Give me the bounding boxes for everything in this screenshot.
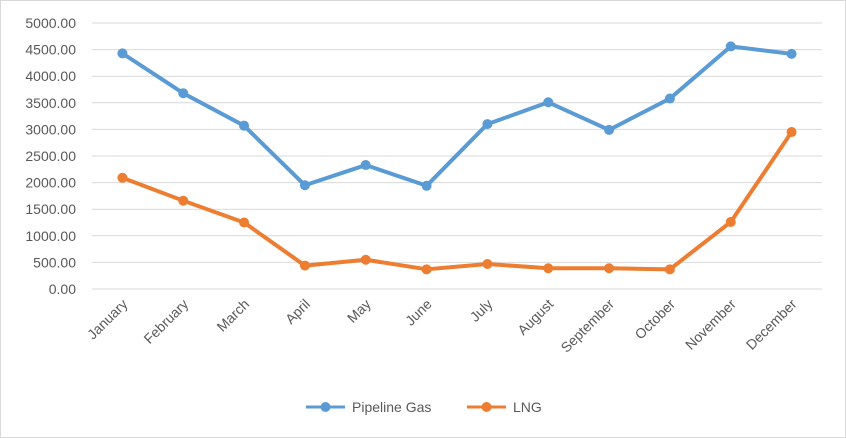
y-tick-label: 4000.00 — [25, 68, 76, 84]
data-point-lng[interactable] — [421, 264, 432, 275]
x-tick-label: December — [743, 296, 800, 353]
y-tick-label: 2500.00 — [25, 148, 76, 164]
y-tick-label: 3500.00 — [25, 95, 76, 111]
data-point-pipeline-gas[interactable] — [786, 48, 797, 59]
y-axis: 0.00 500.00 1000.00 1500.00 2000.00 2500.00 30… — [25, 15, 76, 297]
x-tick-label: April — [282, 296, 313, 327]
data-point-lng[interactable] — [725, 216, 736, 227]
data-point-pipeline-gas[interactable] — [299, 180, 310, 191]
y-tick-label: 4500.00 — [25, 42, 76, 58]
y-tick-label: 2000.00 — [25, 175, 76, 191]
series-line-lng — [120, 130, 794, 272]
data-point-pipeline-gas[interactable] — [421, 180, 432, 191]
data-point-lng[interactable] — [604, 263, 615, 274]
series-lng — [117, 127, 797, 275]
y-tick-label: 1500.00 — [25, 201, 76, 217]
data-point-pipeline-gas[interactable] — [239, 120, 250, 131]
data-point-lng[interactable] — [117, 172, 128, 183]
data-point-lng[interactable] — [360, 254, 371, 265]
data-point-pipeline-gas[interactable] — [178, 88, 189, 99]
legend-item-lng[interactable]: LNG — [467, 399, 542, 415]
x-tick-label: October — [632, 296, 679, 343]
data-point-pipeline-gas[interactable] — [117, 48, 128, 59]
x-tick-label: January — [84, 296, 131, 343]
x-tick-label: November — [682, 296, 739, 353]
y-tick-label: 3000.00 — [25, 121, 76, 137]
data-point-pipeline-gas[interactable] — [360, 160, 371, 171]
legend-item-pipeline-gas[interactable]: Pipeline Gas — [306, 399, 431, 415]
data-point-pipeline-gas[interactable] — [543, 97, 554, 108]
data-point-lng[interactable] — [543, 263, 554, 274]
data-point-pipeline-gas[interactable] — [664, 93, 675, 104]
data-point-pipeline-gas[interactable] — [725, 41, 736, 52]
legend-label-lng: LNG — [513, 399, 542, 415]
series-line-pipeline-gas — [120, 44, 794, 188]
data-point-lng[interactable] — [664, 264, 675, 275]
x-tick-label: February — [140, 296, 191, 347]
x-tick-label: September — [557, 296, 617, 356]
series-pipeline-gas — [117, 41, 797, 191]
legend: Pipeline Gas LNG — [306, 399, 542, 415]
y-tick-label: 0.00 — [49, 281, 76, 297]
gridlines — [92, 22, 822, 290]
x-tick-label: March — [213, 296, 252, 335]
data-point-lng[interactable] — [786, 127, 797, 138]
data-point-lng[interactable] — [482, 258, 493, 269]
x-tick-label: August — [514, 296, 556, 338]
data-point-lng[interactable] — [239, 217, 250, 228]
legend-label-pipeline-gas: Pipeline Gas — [352, 399, 431, 415]
y-tick-label: 1000.00 — [25, 228, 76, 244]
series-layer — [117, 41, 797, 275]
data-point-lng[interactable] — [299, 260, 310, 271]
y-tick-label: 5000.00 — [25, 15, 76, 31]
x-tick-label: July — [467, 296, 496, 325]
data-point-pipeline-gas[interactable] — [482, 119, 493, 130]
x-axis: January February March April May June July Augu… — [84, 296, 800, 356]
y-tick-label: 500.00 — [33, 254, 76, 270]
data-point-lng[interactable] — [178, 195, 189, 206]
x-tick-label: June — [402, 296, 435, 329]
x-tick-label: May — [344, 296, 374, 326]
data-point-pipeline-gas[interactable] — [604, 124, 615, 135]
